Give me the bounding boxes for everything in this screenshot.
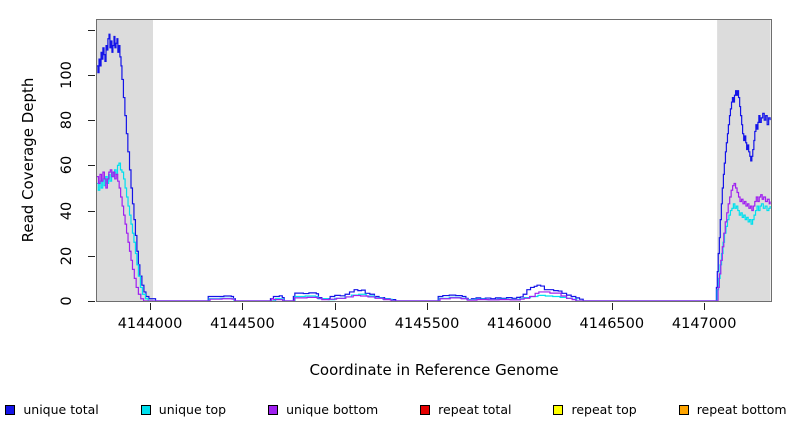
- legend-item-unique-bottom: unique bottom: [268, 402, 378, 417]
- x-axis-tick: [427, 303, 429, 310]
- legend-label: unique bottom: [286, 402, 379, 417]
- y-axis-tick-label: 100: [59, 61, 75, 89]
- legend-label: repeat bottom: [696, 402, 787, 417]
- repeat-total-swatch-icon: [420, 404, 431, 415]
- y-axis-tick-label: 20: [59, 246, 75, 266]
- legend-item-repeat-bottom: repeat bottom: [678, 402, 787, 417]
- x-axis-tick: [611, 303, 613, 310]
- y-axis-tick: [88, 210, 95, 212]
- legend: unique total unique top unique bottom re…: [0, 402, 792, 417]
- y-axis-tick: [88, 29, 95, 31]
- x-axis-tick-label: 4146500: [579, 316, 645, 332]
- coverage-plot-canvas: [97, 20, 771, 301]
- y-axis-tick: [88, 255, 95, 257]
- series-line-unique-top: [97, 162, 771, 301]
- series-line-unique-bottom: [97, 169, 771, 301]
- legend-label: unique top: [158, 402, 227, 417]
- x-axis-tick: [704, 303, 706, 310]
- legend-label: unique total: [23, 402, 99, 417]
- repeat-bottom-swatch-icon: [678, 404, 689, 415]
- x-axis-tick-label: 4144500: [210, 316, 275, 332]
- y-axis-tick: [88, 74, 95, 76]
- x-axis-tick: [334, 303, 336, 310]
- legend-item-unique-top: unique top: [140, 402, 227, 417]
- legend-label: repeat total: [438, 402, 512, 417]
- y-axis-tick-label: 40: [59, 201, 75, 220]
- legend-label: repeat top: [571, 402, 637, 417]
- y-axis-tick-label: 80: [59, 110, 75, 130]
- x-axis-tick-label: 4147000: [671, 316, 737, 332]
- y-axis-tick-label: 60: [59, 156, 75, 175]
- x-axis-tick-label: 4146000: [487, 316, 552, 332]
- y-axis-tick: [88, 120, 95, 122]
- x-axis-tick-label: 4144000: [117, 316, 183, 332]
- shaded-region: [97, 20, 153, 301]
- y-axis-title: Read Coverage Depth: [19, 77, 37, 243]
- unique-total-swatch-icon: [5, 404, 16, 415]
- y-axis-tick: [88, 301, 95, 302]
- x-axis-tick: [242, 303, 244, 310]
- unique-top-swatch-icon: [140, 404, 151, 415]
- legend-item-unique-total: unique total: [5, 402, 99, 417]
- x-axis-title: Coordinate in Reference Genome: [309, 361, 559, 379]
- repeat-top-swatch-icon: [553, 404, 564, 415]
- plot-area: [96, 19, 772, 302]
- y-axis-tick-label: 0: [59, 296, 75, 306]
- x-axis-tick: [150, 303, 151, 310]
- unique-bottom-swatch-icon: [268, 404, 279, 415]
- x-axis-tick: [519, 303, 521, 310]
- legend-item-repeat-total: repeat total: [420, 402, 511, 417]
- series-line-unique-total: [97, 33, 771, 301]
- legend-item-repeat-top: repeat top: [553, 402, 637, 417]
- x-axis-tick-label: 4145000: [302, 316, 368, 332]
- x-axis-tick-label: 4145500: [394, 316, 460, 332]
- y-axis-tick: [88, 165, 95, 167]
